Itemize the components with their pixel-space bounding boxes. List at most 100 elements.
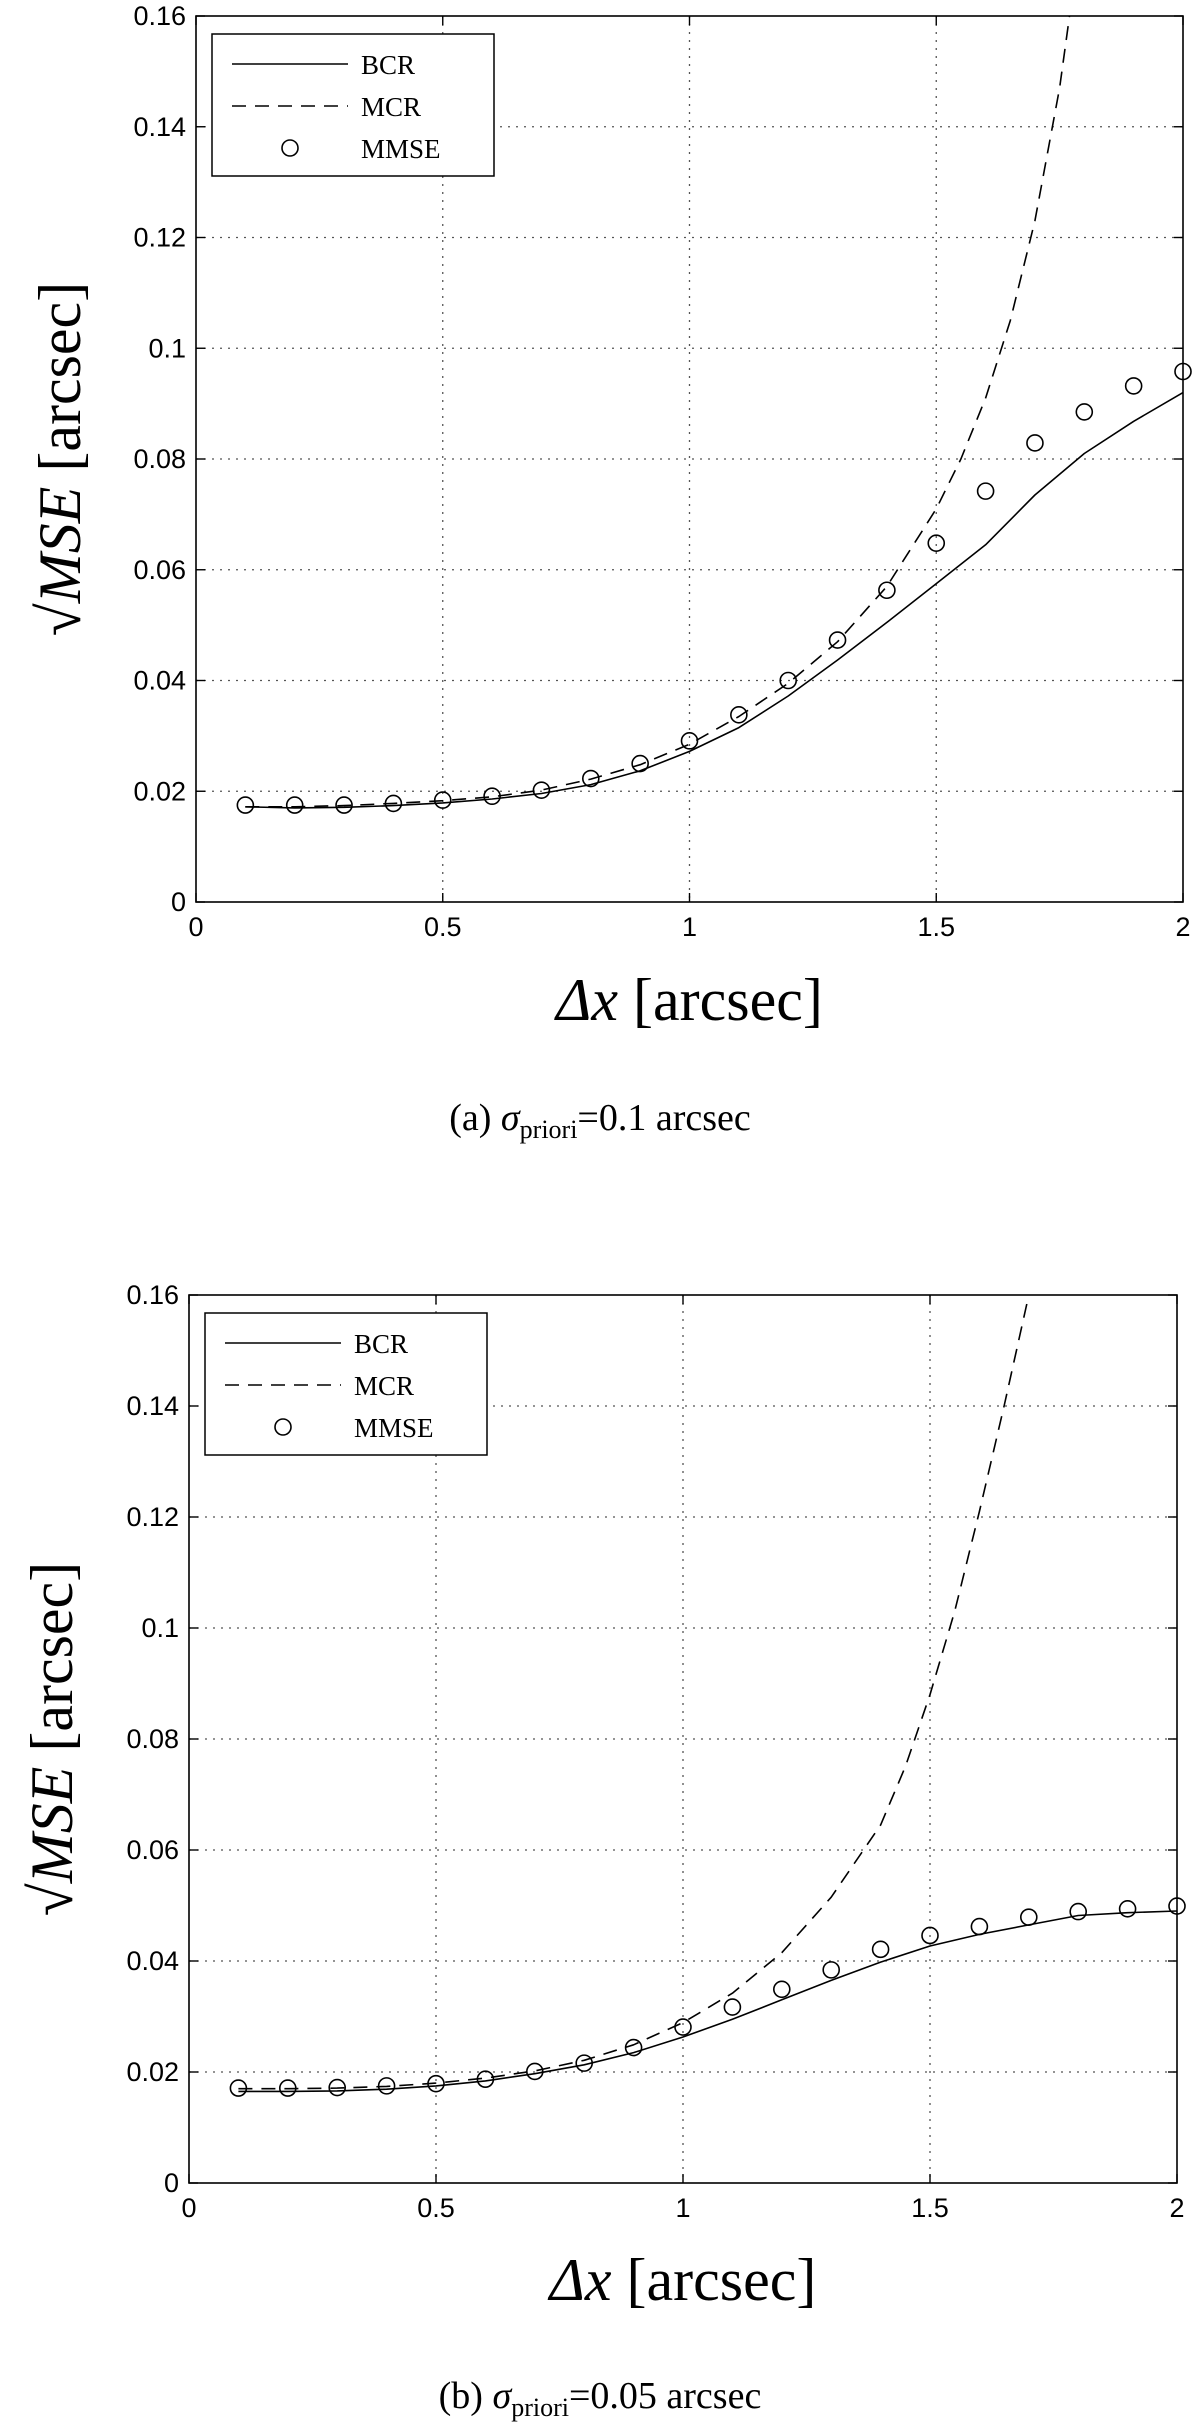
chart1-mmse-point — [1020, 1908, 1038, 1926]
chart0-mmse-point — [976, 482, 995, 500]
chart0-caption-value: =0.1 arcsec — [577, 1097, 750, 1139]
chart1-xtick-label: 1 — [675, 2193, 690, 2223]
chart0-ytick-label: 0.06 — [133, 555, 186, 585]
chart1-legend-marker-mmse — [274, 1418, 292, 1436]
chart1-mmse-point — [674, 2018, 692, 2036]
chart1-mcr-line — [238, 1294, 1030, 2090]
chart1-caption-value: =0.05 arcsec — [569, 2375, 761, 2417]
chart1-ytick-label: 0.02 — [126, 2057, 179, 2087]
chart1-mmse-point — [575, 2054, 594, 2072]
chart1-legend-box — [204, 1312, 488, 1456]
chart1-ytick-label: 0.06 — [126, 1835, 179, 1865]
chart0-ytick-label: 0.14 — [133, 112, 186, 142]
chart1-caption-label: (b) — [439, 2375, 493, 2417]
chart0-mmse-point — [680, 732, 699, 750]
chart0-mcr-line — [245, 15, 1071, 808]
chart0-ytick-label: 0.12 — [133, 223, 186, 253]
chart0-ytick-label: 0.08 — [133, 444, 186, 474]
chart0-legend-box — [211, 33, 495, 177]
chart1-caption-symbol: σ — [492, 2375, 512, 2417]
chart1-ylabel-unit: [arcsec] — [19, 1562, 85, 1752]
chart1-legend-label-mcr: MCR — [354, 1371, 414, 1401]
chart0-xtick-label: 1.5 — [917, 912, 955, 942]
chart0-xtick-label: 0 — [188, 912, 203, 942]
chart1-caption: (b) σpriori=0.05 arcsec — [439, 2375, 762, 2422]
chart1-ytick-label: 0.08 — [126, 1724, 179, 1754]
chart1-xlabel: Δx [arcsec] — [548, 2247, 817, 2313]
chart0-mmse-point — [730, 706, 748, 724]
chart0-ylabel-symbol: √MSE — [27, 472, 93, 637]
chart0-caption-subscript: priori — [520, 1115, 578, 1144]
chart0-ylabel-unit: [arcsec] — [27, 282, 93, 472]
chart1-xtick-label: 1.5 — [911, 2193, 949, 2223]
chart0-mmse-point — [631, 754, 649, 773]
chart0-ytick-label: 0.04 — [133, 666, 186, 696]
chart0-mmse-point — [1075, 403, 1094, 421]
chart0-mmse-point — [483, 787, 501, 806]
chart0-ytick-label: 0.16 — [133, 1, 186, 31]
chart0-xlabel-unit: [arcsec] — [633, 967, 823, 1033]
chart0-caption-label: (a) — [449, 1097, 501, 1139]
chart1-xtick-label: 0.5 — [417, 2193, 455, 2223]
chart0-mmse-point — [335, 796, 353, 814]
chart0-mmse-point — [384, 794, 403, 813]
chart1-mmse-point — [1118, 1900, 1137, 1918]
chart0-xtick-label: 2 — [1175, 912, 1190, 942]
chart1-mmse-point — [1168, 1897, 1186, 1915]
chart0-ytick-label: 0.1 — [148, 333, 186, 363]
chart1-xlabel-symbol: Δx — [548, 2247, 627, 2313]
chart0-mmse-point — [779, 671, 798, 690]
chart0-legend-label-mmse: MMSE — [361, 134, 441, 164]
chart1-mmse-point — [229, 2079, 248, 2097]
chart1-mmse-point — [624, 2038, 643, 2057]
chart1-legend-label-bcr: BCR — [354, 1329, 408, 1359]
chart0-caption: (a) σpriori=0.1 arcsec — [449, 1097, 751, 1144]
chart1-mmse-point — [772, 1980, 791, 1999]
chart0-ytick-label: 0 — [171, 887, 186, 917]
chart1-mmse-point — [1069, 1902, 1087, 1921]
chart1-ytick-label: 0.16 — [126, 1280, 179, 1310]
chart0-legend-marker-mmse — [281, 139, 299, 157]
chart0-xtick-label: 0.5 — [424, 912, 462, 942]
chart0-xlabel-symbol: Δx — [554, 967, 633, 1033]
chart0-mmse-point — [1174, 362, 1192, 381]
chart1-caption-subscript: priori — [511, 2393, 569, 2422]
chart1-ylabel-symbol: √MSE — [19, 1752, 85, 1917]
chart1-group: 0 0.5 1 1.5 2 0 0.02 0.04 0.06 0.08 0.1 0.12 0.14 0.1… — [19, 1280, 1186, 2422]
chart1-xtick-label: 0 — [181, 2193, 196, 2223]
chart1-mmse-point — [871, 1940, 890, 1959]
chart0-mmse-point — [581, 769, 600, 788]
chart1-mmse-point — [377, 2077, 396, 2095]
chart0-mmse-point — [532, 781, 551, 799]
chart1-ylabel: √MSE [arcsec] — [19, 1562, 85, 1916]
chart1-mmse-point — [328, 2078, 347, 2097]
chart0-ytick-label: 0.02 — [133, 776, 186, 806]
chart1-ytick-label: 0.1 — [141, 1613, 179, 1643]
chart0-mmse-point — [878, 581, 896, 600]
chart1-mmse-point — [476, 2070, 495, 2089]
chart0-mmse-point — [828, 631, 847, 649]
chart1-ytick-label: 0.14 — [126, 1391, 179, 1421]
chart1-ytick-label: 0.12 — [126, 1502, 179, 1532]
chart1-mmse-point — [278, 2079, 297, 2097]
chart1-ytick-label: 0.04 — [126, 1946, 179, 1976]
chart0-caption-symbol: σ — [501, 1097, 521, 1139]
chart1-xtick-label: 2 — [1169, 2193, 1184, 2223]
chart1-mmse-point — [525, 2062, 544, 2081]
chart0-mmse-point — [236, 796, 255, 814]
chart0-mmse-point — [433, 791, 452, 809]
chart0-mmse-point — [927, 534, 946, 552]
chart0-xtick-label: 1 — [682, 912, 697, 942]
chart1-mmse-point — [921, 1926, 939, 1945]
chart0-group: 0 0.5 1 1.5 2 0 0.02 0.04 0.06 0.08 0.1 0.12 0.14 0.1… — [27, 1, 1192, 1144]
chart1-xlabel-unit: [arcsec] — [627, 2247, 817, 2313]
chart0-mmse-point — [1124, 377, 1143, 395]
chart0-mmse-point — [285, 796, 304, 814]
chart0-legend-label-bcr: BCR — [361, 50, 415, 80]
chart0-ylabel: √MSE [arcsec] — [27, 282, 93, 636]
chart0-xlabel: Δx [arcsec] — [554, 967, 823, 1033]
chart1-ytick-label: 0 — [164, 2168, 179, 2198]
chart1-mmse-point — [822, 1961, 841, 1979]
